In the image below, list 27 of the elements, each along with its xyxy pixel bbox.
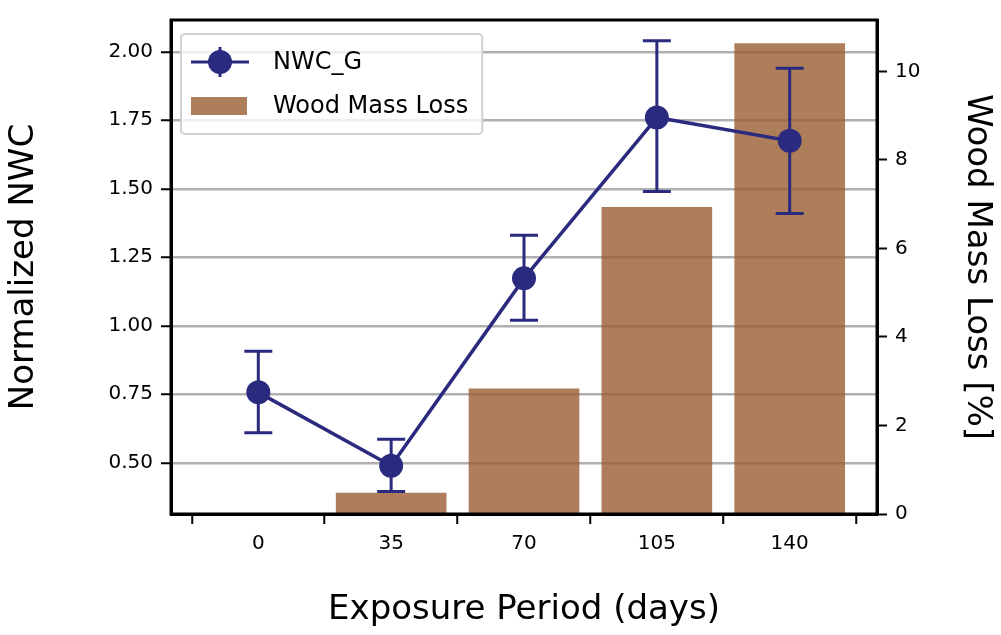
y2-tick-label: 8 xyxy=(895,146,908,171)
bar xyxy=(601,206,713,514)
y2-tick-label: 10 xyxy=(895,57,921,82)
legend-label: NWC_G xyxy=(273,47,363,76)
x-tick-label: 140 xyxy=(770,530,809,555)
y-tick-label: 0.75 xyxy=(108,380,153,405)
y-tick-label: 2.00 xyxy=(108,37,153,62)
y2-tick-label: 6 xyxy=(895,234,908,259)
bar xyxy=(468,388,580,514)
y-tick-label: 1.75 xyxy=(108,106,153,131)
y-tick-label: 1.00 xyxy=(108,311,153,336)
x-tick-label: 105 xyxy=(637,530,676,555)
x-tick-label: 35 xyxy=(378,530,404,555)
bar xyxy=(335,492,447,514)
y2-tick-label: 4 xyxy=(895,323,908,348)
x-axis-title: Exposure Period (days) xyxy=(328,587,720,628)
y2-axis-title: Wood Mass Loss [%] xyxy=(959,93,1000,441)
y-tick-label: 0.50 xyxy=(108,448,153,473)
y-tick-label: 1.25 xyxy=(108,243,153,268)
y-axis-title: Normalized NWC xyxy=(1,123,42,411)
y2-tick-label: 2 xyxy=(895,411,908,436)
bar xyxy=(734,43,846,514)
y2-tick-label: 0 xyxy=(895,500,908,525)
legend-label: Wood Mass Loss xyxy=(273,91,469,120)
x-tick-label: 70 xyxy=(511,530,537,555)
x-tick-label: 0 xyxy=(251,530,265,555)
y-tick-label: 1.50 xyxy=(108,174,153,199)
